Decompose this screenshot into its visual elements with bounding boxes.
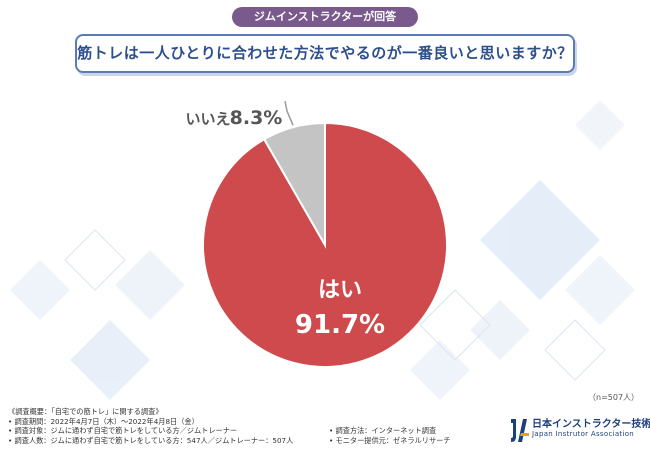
survey-provider: • モニター提供元：ゼネラルリサーチ [329, 435, 451, 445]
slice-label-no: いいえ [185, 110, 230, 128]
slice-label-yes: はい [318, 278, 362, 303]
association-logo-mark-icon [511, 419, 529, 442]
slice-value-yes: 91.7% [295, 310, 385, 340]
sample-size-label: （n=507人） [588, 393, 640, 402]
association-logo: 日本インストラクター技術協会 Japan Instrutor Associati… [508, 413, 650, 447]
pie-slice-no [262, 121, 326, 249]
survey-target: • 調査対象：ジムに通わず自宅で筋トレをしている方／ジムトレーナー [8, 426, 238, 435]
survey-count: • 調査人数：ジムに通わず自宅で筋トレをしている方：547人／ジムトレーナー：5… [8, 435, 294, 445]
survey-heading: 《調査概要：「自宅での筋トレ」に関する調査》 [8, 407, 163, 416]
survey-method: • 調査方法：インターネット調査 [329, 426, 437, 435]
respondent-badge: ジムインストラクターが回答 [232, 7, 418, 27]
slice-leader-line-no [284, 101, 294, 126]
survey-period: • 調査期間：2022年4月7日（木）～2022年4月8日（金） [8, 416, 199, 426]
slice-value-no: 8.3% [230, 107, 283, 129]
association-name: 日本インストラクター技術協会 [532, 419, 650, 430]
survey-overview: 《調査概要：「自宅での筋トレ」に関する調査》 • 調査期間：2022年4月7日（… [8, 407, 528, 445]
question-box: 筋トレは一人ひとりに合わせた方法でやるのが一番良いと思いますか？ [75, 34, 575, 73]
question-title: 筋トレは一人ひとりに合わせた方法でやるのが一番良いと思いますか？ [77, 44, 573, 62]
association-english-name: Japan Instrutor Association [532, 430, 635, 438]
